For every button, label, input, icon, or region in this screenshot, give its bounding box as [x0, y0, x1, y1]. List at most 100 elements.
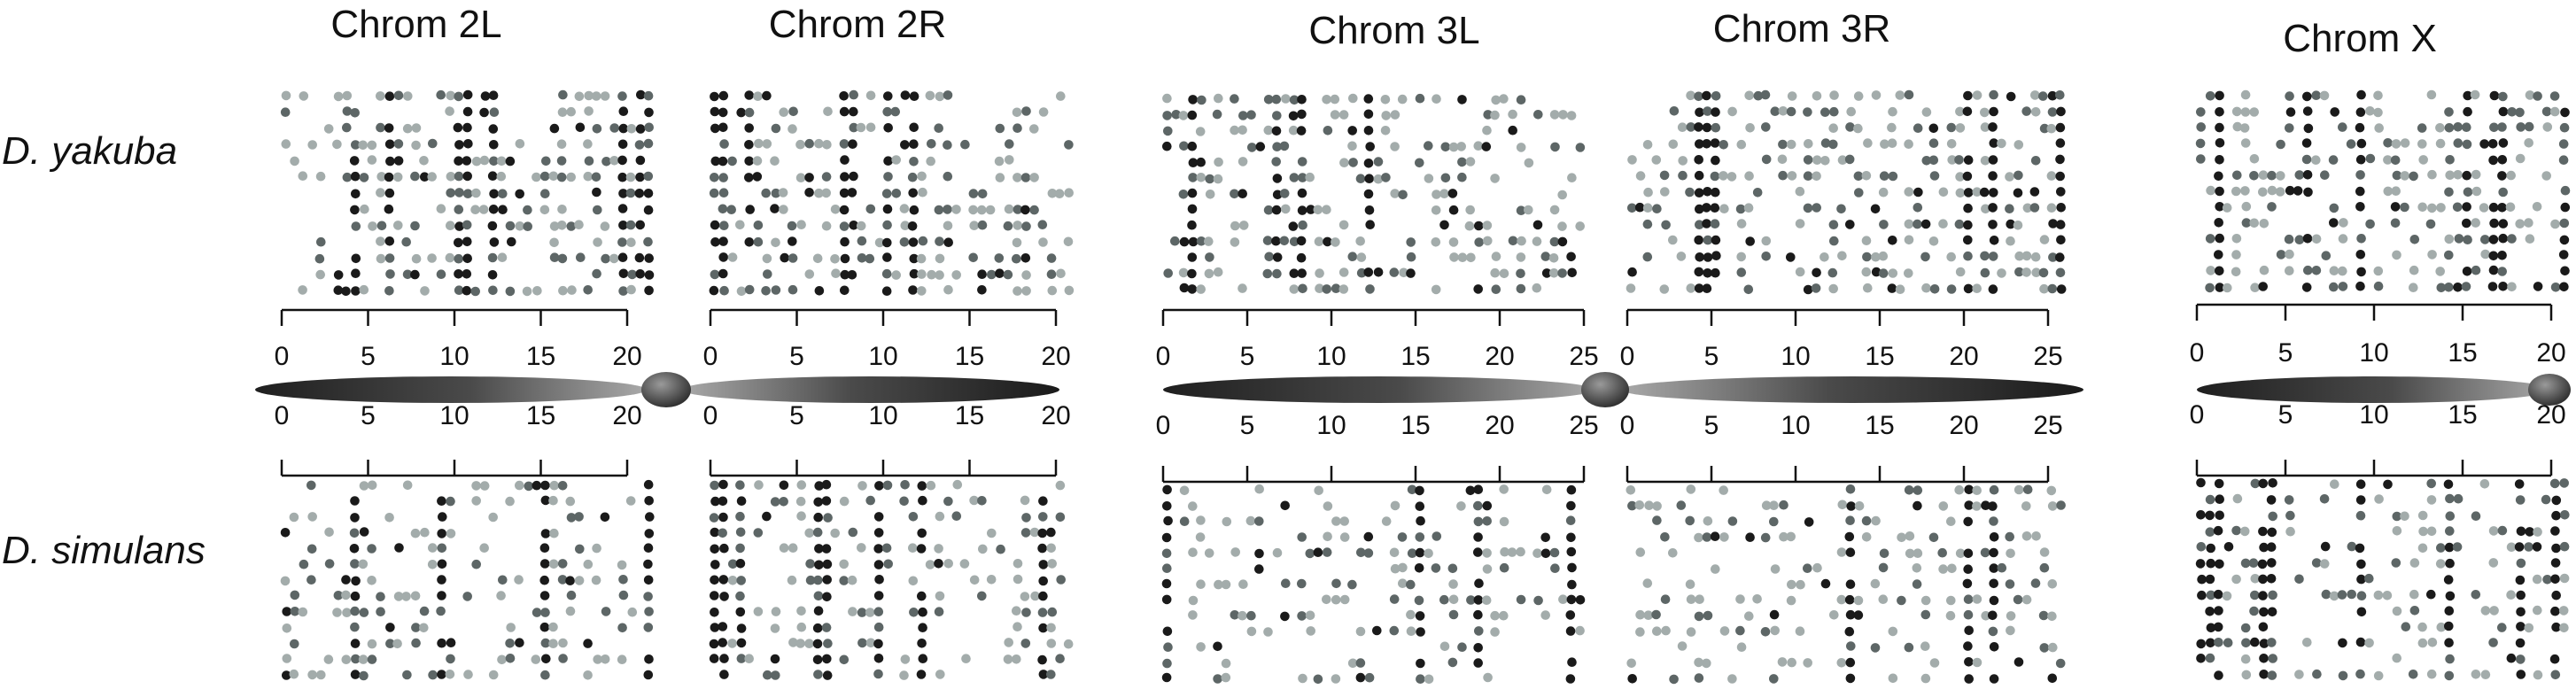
variant-dot: [899, 670, 909, 680]
variant-dot: [557, 107, 568, 117]
variant-dot: [943, 140, 952, 150]
variant-dot: [2302, 91, 2312, 102]
variant-dot: [446, 638, 456, 647]
variant-dot: [1348, 158, 1358, 167]
variant-dot: [384, 188, 395, 198]
variant-dot: [849, 221, 858, 230]
tick-label: 5: [1240, 342, 1255, 371]
variant-dot: [1214, 93, 1223, 104]
variant-dot: [471, 188, 481, 198]
variant-dot: [1508, 236, 1518, 246]
variant-dot: [2436, 283, 2447, 293]
variant-dot: [2013, 140, 2024, 150]
variant-dot: [489, 140, 499, 150]
variant-dot: [1803, 284, 1813, 295]
variant-dot: [1298, 173, 1307, 182]
variant-dot: [2329, 282, 2339, 292]
variant-dot: [583, 670, 593, 680]
variant-dot: [427, 560, 438, 569]
variant-dot: [1963, 155, 1974, 165]
variant-dot: [995, 173, 1005, 182]
variant-dot: [1795, 186, 1805, 197]
variant-dot: [618, 106, 629, 116]
variant-dot: [351, 576, 361, 586]
variant-dot: [1037, 654, 1047, 665]
variant-dot: [584, 106, 594, 116]
variant-dot: [1938, 219, 1948, 228]
variant-dot: [1315, 283, 1324, 294]
variant-dot: [805, 575, 816, 585]
variant-dot: [2276, 250, 2286, 259]
variant-dot: [1254, 484, 1264, 494]
variant-dot: [463, 139, 473, 149]
variant-dot: [1567, 267, 1577, 278]
variant-dot: [2551, 543, 2561, 554]
variant-dot: [446, 188, 455, 198]
chromosome-titles: Chrom 2L Chrom 2R Chrom 3L Chrom 3R Chrom X: [330, 3, 2436, 60]
variant-dot: [1836, 658, 1847, 668]
variant-dot: [2471, 511, 2481, 521]
variant-dot: [2445, 155, 2455, 165]
variant-dot: [909, 268, 919, 279]
variant-dot: [1289, 173, 1300, 182]
variant-dot: [341, 590, 351, 600]
variant-dot: [557, 205, 567, 214]
variant-dot: [540, 608, 550, 617]
variant-dot: [644, 529, 655, 538]
chrom-title: Chrom 2L: [330, 3, 501, 46]
variant-dot: [1516, 283, 1526, 294]
variant-dot: [2285, 526, 2295, 537]
variant-dot: [2516, 654, 2526, 664]
variant-dot: [1230, 237, 1240, 247]
variant-dot: [2479, 479, 2490, 489]
variant-dot: [2498, 219, 2509, 228]
variant-dot: [436, 89, 446, 100]
variant-dot: [2241, 670, 2252, 680]
variant-dot: [1685, 187, 1695, 197]
variant-dot: [762, 139, 772, 149]
variant-dot: [2489, 122, 2499, 133]
variant-dot: [908, 237, 919, 247]
variant-dot: [2258, 187, 2268, 197]
variant-dot: [916, 544, 927, 554]
variant-dot: [1677, 122, 1688, 132]
variant-dot: [840, 172, 850, 182]
variant-dot: [2498, 282, 2508, 291]
variant-dot: [787, 575, 797, 585]
variant-dot: [1161, 548, 1172, 559]
variant-dot: [2301, 154, 2312, 165]
variant-dot: [2445, 170, 2455, 181]
variant-dot: [719, 139, 729, 149]
variant-dot: [549, 480, 559, 491]
variant-dot: [1761, 252, 1771, 261]
variant-dot: [881, 543, 892, 554]
variant-dot: [1516, 95, 1526, 105]
dots-yakuba: [2195, 89, 2571, 293]
variant-dot: [1046, 623, 1056, 633]
variant-dot: [1246, 610, 1256, 621]
variant-dot: [770, 654, 780, 664]
variant-dot: [437, 670, 446, 679]
variant-dot: [1549, 205, 1560, 215]
variant-dot: [2445, 558, 2455, 569]
variant-dot: [1347, 126, 1357, 136]
variant-dot: [1963, 220, 1973, 230]
variant-dot: [2338, 670, 2348, 681]
variant-dot: [1861, 171, 1872, 181]
variant-dot: [2462, 218, 2471, 228]
variant-dot: [1373, 157, 1384, 167]
variant-dot: [881, 189, 892, 198]
variant-dot: [1744, 90, 1754, 101]
variant-dot: [771, 123, 781, 134]
variant-dot: [1845, 579, 1856, 589]
variant-dot: [2205, 234, 2215, 244]
variant-dot: [1490, 267, 1500, 278]
variant-dot: [1163, 268, 1173, 278]
variant-dot: [805, 559, 815, 569]
variant-dot: [1719, 171, 1728, 181]
variant-dot: [393, 90, 404, 101]
variant-dot: [1964, 500, 1974, 510]
variant-dot: [1288, 111, 1299, 121]
variant-dot: [2222, 591, 2232, 601]
variant-dot: [1945, 610, 1956, 621]
